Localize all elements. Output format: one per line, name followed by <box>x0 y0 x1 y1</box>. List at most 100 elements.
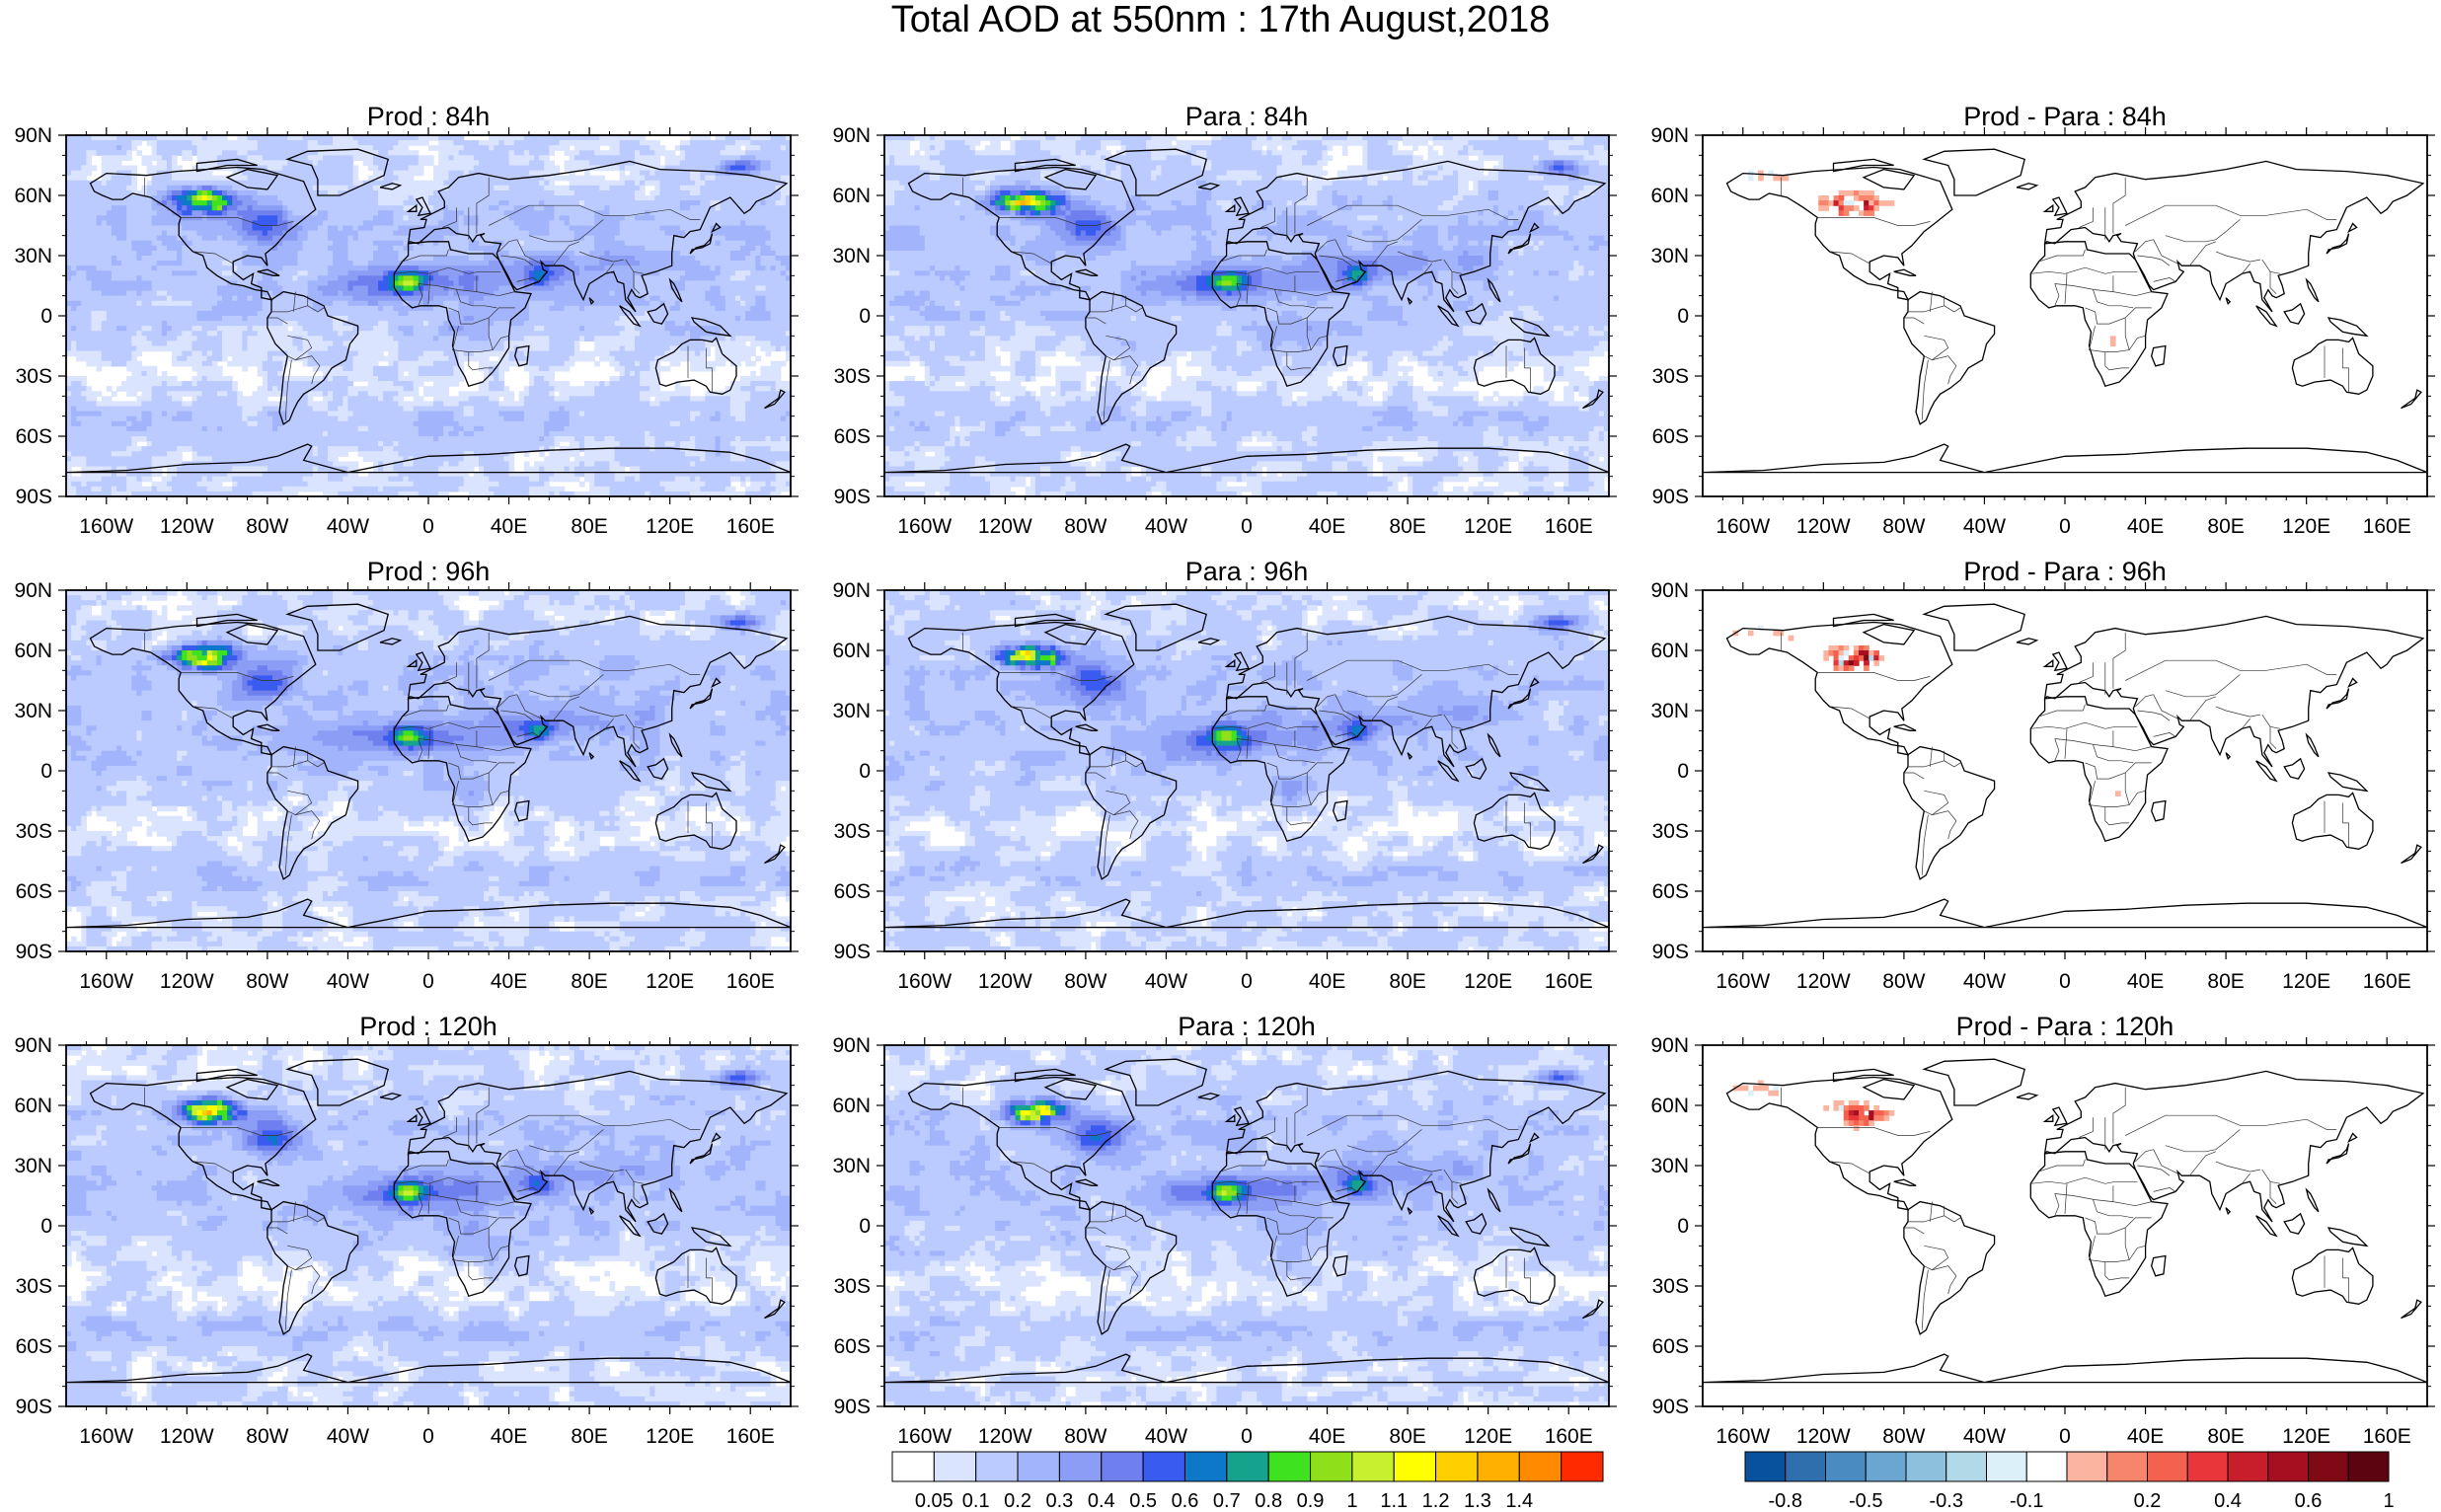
contour-cell <box>1336 170 1404 177</box>
contour-cell <box>1176 140 1212 146</box>
contour-cell <box>578 326 585 332</box>
contour-cell <box>277 590 314 596</box>
contour-cell <box>328 605 369 611</box>
contour-cell <box>66 135 93 141</box>
contour-cell <box>1528 486 1545 492</box>
contour-cell <box>86 620 108 627</box>
contour-cell <box>1050 189 1067 196</box>
contour-cell <box>378 189 434 196</box>
contour-cell <box>1533 270 1540 276</box>
contour-cell <box>206 425 218 432</box>
country-border <box>2085 307 2152 325</box>
contour-cell <box>1106 420 1132 427</box>
contour-cell <box>539 466 545 473</box>
lon-tick-label: 40E <box>1309 515 1345 538</box>
contour-cell <box>126 471 153 478</box>
contour-cell <box>1382 370 1399 377</box>
contour-cell <box>624 615 641 622</box>
contour-cell <box>508 635 525 642</box>
contour-cell <box>222 235 243 242</box>
contour-cell <box>594 245 646 252</box>
contour-cell <box>1352 200 1363 206</box>
coastline <box>1043 168 1098 190</box>
contour-cell <box>1543 240 1595 247</box>
contour-cell <box>1146 425 1168 432</box>
contour-cell <box>684 615 712 622</box>
contour-cell <box>549 336 580 342</box>
contour-cell <box>66 376 87 382</box>
contour-cell <box>242 336 249 342</box>
contour-cell <box>1020 220 1046 227</box>
country-border <box>553 241 580 266</box>
contour-cell <box>1034 270 1122 276</box>
contour-cell <box>312 160 319 167</box>
contour-cell <box>1497 170 1540 177</box>
contour-cell <box>1317 160 1329 167</box>
contour-cell <box>151 680 223 687</box>
contour-cell <box>523 386 530 392</box>
contour-cell <box>969 441 1132 447</box>
contour-cell <box>599 675 631 682</box>
contour-cell <box>232 355 268 362</box>
contour-cell <box>398 685 439 692</box>
contour-cell <box>659 185 681 191</box>
contour-cell <box>1146 290 1162 297</box>
country-border <box>1335 277 1358 282</box>
contour-cell <box>1458 370 1469 377</box>
contour-cell <box>544 326 580 332</box>
contour-cell <box>333 300 349 307</box>
contour-cell <box>729 396 751 403</box>
contour-cell <box>503 240 520 247</box>
contour-cell <box>498 370 505 377</box>
country-border <box>427 273 431 304</box>
contour-cell <box>710 416 722 422</box>
contour-cell <box>1070 200 1087 206</box>
contour-cell <box>367 471 400 478</box>
contour-cell <box>1045 316 1087 322</box>
contour-cell <box>1025 280 1051 287</box>
contour-cell <box>408 615 420 622</box>
contour-cell <box>257 310 400 317</box>
contour-cell <box>919 225 991 232</box>
contour-cell <box>151 340 168 347</box>
contour-cell <box>1296 310 1368 317</box>
contour-cell <box>161 655 173 661</box>
contour-cell <box>1458 180 1469 187</box>
contour-cell <box>700 486 726 492</box>
contour-cell <box>1497 425 1524 432</box>
contour-cell <box>136 416 143 422</box>
contour-cell <box>191 240 238 247</box>
contour-cell <box>549 595 575 601</box>
contour-cell <box>372 215 394 222</box>
lat-tick-label: 30S <box>834 365 871 388</box>
contour-cell <box>770 316 791 322</box>
contour-cell <box>196 660 203 666</box>
contour-cell <box>172 350 183 357</box>
contour-cell <box>990 396 1001 403</box>
country-border <box>1903 317 1925 325</box>
contour-cell <box>1070 230 1077 237</box>
contour-cell <box>1185 416 1228 422</box>
contour-cell <box>216 235 223 242</box>
contour-cell <box>473 406 561 413</box>
contour-cell <box>1115 240 1127 247</box>
contour-cell <box>201 326 218 332</box>
contour-cell <box>554 205 605 211</box>
contour-cell <box>131 441 137 447</box>
contour-cell <box>1553 165 1564 172</box>
contour-cell <box>1492 336 1524 342</box>
contour-cell <box>378 461 384 468</box>
contour-cell <box>403 275 415 282</box>
contour-cell <box>1120 145 1127 151</box>
contour-cell <box>1408 381 1413 387</box>
contour-cell <box>1201 230 1212 237</box>
contour-cell <box>573 600 595 606</box>
contour-cell <box>1403 170 1413 177</box>
contour-cell <box>211 360 218 367</box>
contour-cell <box>71 406 77 413</box>
contour-cell <box>1080 381 1087 387</box>
contour-cell <box>71 381 82 387</box>
contour-cell <box>372 250 400 257</box>
contour-cell <box>115 386 153 392</box>
contour-cell <box>343 685 349 692</box>
